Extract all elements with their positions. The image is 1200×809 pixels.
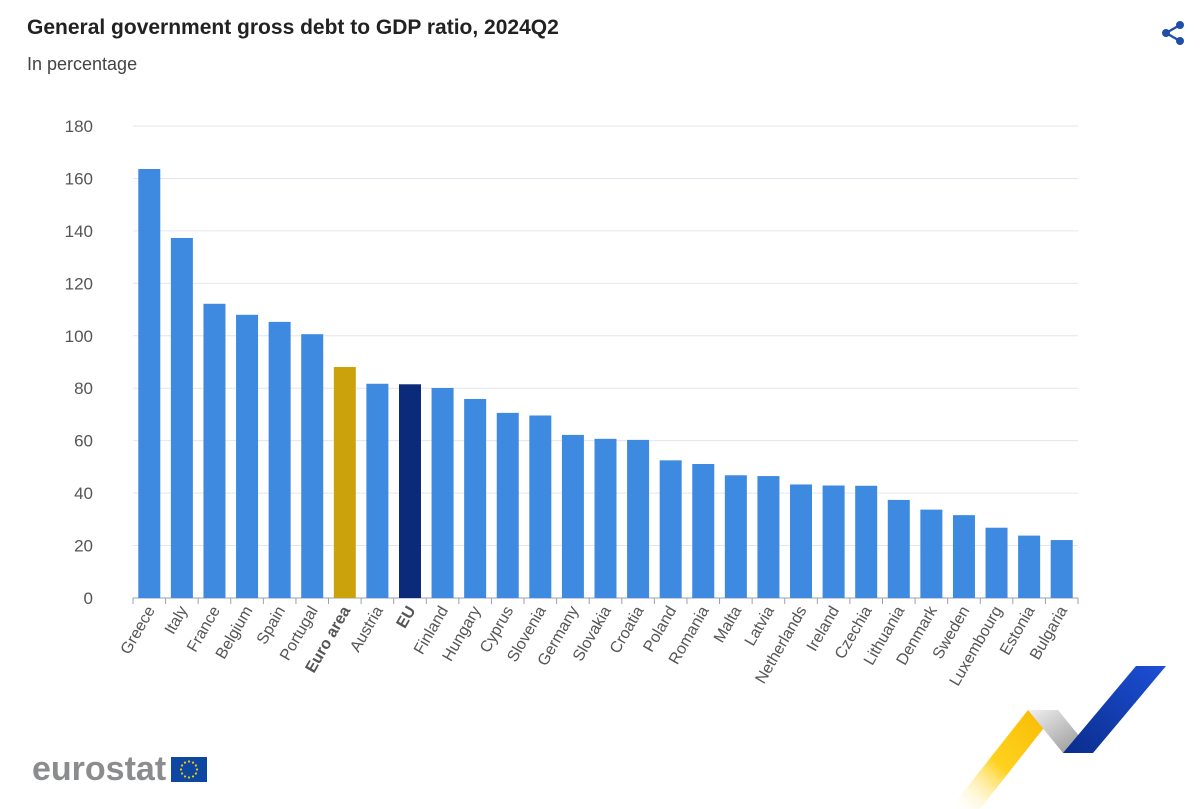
flag-star [191,775,195,778]
bar-belgium[interactable] [236,314,259,598]
bar-euro-area[interactable] [333,366,356,598]
bar-spain[interactable] [268,321,291,598]
bar-france[interactable] [203,303,226,598]
x-tick-label: EU [394,604,420,632]
eurostat-logo: eurostat [32,750,167,788]
flag-star [194,772,198,775]
bar-cyprus[interactable] [496,412,519,598]
x-tick-label: Austria [347,603,387,655]
y-tick-label: 180 [65,117,93,136]
y-tick-label: 20 [74,537,93,556]
bar-lithuania[interactable] [887,499,910,598]
bar-netherlands[interactable] [790,484,813,598]
y-tick-label: 0 [84,589,93,608]
decorative-ribbon-graphic [950,666,1166,809]
y-tick-label: 120 [65,274,93,293]
eu-flag-icon [171,757,207,782]
bar-luxembourg[interactable] [985,527,1008,598]
bar-croatia[interactable] [627,439,650,598]
bar-sweden[interactable] [952,515,975,598]
x-tick-label: Malta [711,603,745,645]
flag-star [183,775,187,778]
flag-star [183,761,187,764]
y-tick-label: 160 [65,169,93,188]
bar-portugal[interactable] [301,334,324,598]
chart-subtitle: In percentage [27,54,138,74]
bar-greece[interactable] [138,169,161,598]
flag-star [195,768,199,771]
bar-germany[interactable] [561,434,584,598]
flag-star [187,776,191,779]
bar-slovenia[interactable] [529,415,552,598]
bar-romania[interactable] [692,464,715,598]
flag-star [179,768,183,771]
bar-ireland[interactable] [822,485,845,598]
flag-star [194,764,198,767]
x-tick-label: Spain [254,604,289,648]
bar-latvia[interactable] [757,476,780,598]
bar-bulgaria[interactable] [1050,540,1073,598]
bar-hungary[interactable] [464,398,487,598]
bar-poland[interactable] [659,460,682,598]
y-tick-label: 140 [65,222,93,241]
flag-star [180,772,184,775]
bar-austria[interactable] [366,383,389,598]
bar-denmark[interactable] [920,509,943,598]
bar-malta[interactable] [724,475,747,598]
bar-czechia[interactable] [855,485,878,598]
bar-slovakia[interactable] [594,438,617,598]
share-icon[interactable] [1158,18,1188,48]
bar-finland[interactable] [431,387,454,598]
chart-title: General government gross debt to GDP rat… [27,16,559,39]
bar-italy[interactable] [170,237,193,599]
y-tick-label: 40 [74,484,93,503]
x-tick-label: Italy [162,604,191,638]
y-tick-label: 100 [65,327,93,346]
flag-star [191,761,195,764]
flag-star [180,764,184,767]
x-tick-label: Greece [118,603,159,657]
bar-eu[interactable] [398,384,421,598]
y-tick-label: 80 [74,379,93,398]
bar-estonia[interactable] [1018,535,1041,598]
flag-star [187,760,191,763]
y-tick-label: 60 [74,432,93,451]
